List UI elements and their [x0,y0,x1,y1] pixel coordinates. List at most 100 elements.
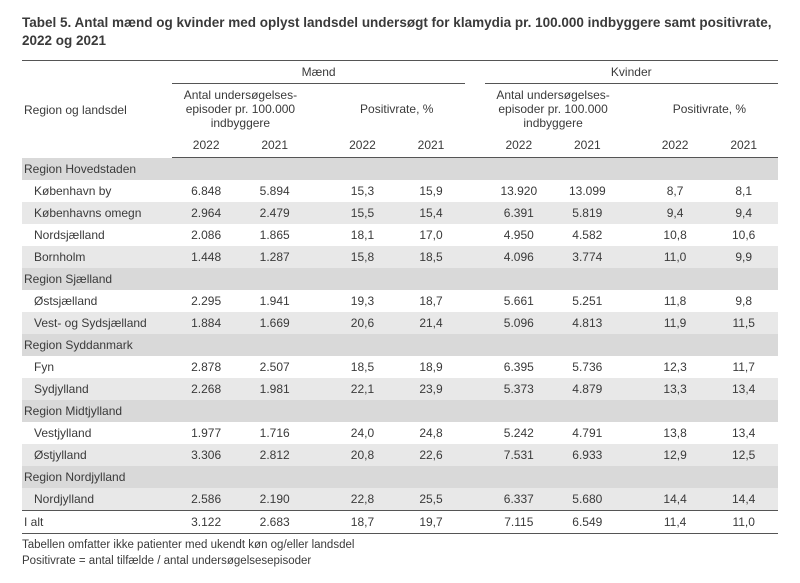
cell [465,422,484,444]
cell: 15,5 [328,202,397,224]
cell: 12,3 [641,356,710,378]
header-gender-female: Kvinder [485,61,778,84]
cell: 1.981 [240,378,309,400]
section-label: Region Syddanmark [22,334,778,356]
row-label: Nordsjælland [22,224,172,246]
cell: 11,8 [641,290,710,312]
header-male-posrate: Positivrate, % [328,84,465,135]
cell: 2.964 [172,202,241,224]
cell [309,202,328,224]
cell [622,290,641,312]
table-row: Sydjylland2.2681.98122,123,95.3734.87913… [22,378,778,400]
cell [309,246,328,268]
cell: 2.586 [172,488,241,511]
cell: 13,4 [709,422,778,444]
cell: 25,5 [397,488,466,511]
cell: 5.096 [485,312,554,334]
note-line: Positivrate = antal tilfælde / antal und… [22,554,778,570]
cell: 8,1 [709,180,778,202]
cell [622,356,641,378]
cell: 21,4 [397,312,466,334]
cell: 3.774 [553,246,622,268]
cell: 2.268 [172,378,241,400]
cell: 9,4 [641,202,710,224]
section-row: Region Syddanmark [22,334,778,356]
section-label: Region Nordjylland [22,466,778,488]
cell: 5.242 [485,422,554,444]
section-row: Region Nordjylland [22,466,778,488]
cell: 2.683 [240,511,309,534]
cell: 8,7 [641,180,710,202]
header-female-posrate: Positivrate, % [641,84,778,135]
cell [622,224,641,246]
table-row: Vest- og Sydsjælland1.8841.66920,621,45.… [22,312,778,334]
cell: 4.582 [553,224,622,246]
cell [622,378,641,400]
cell [465,444,484,466]
cell: 13,3 [641,378,710,400]
section-row: Region Hovedstaden [22,158,778,181]
cell [465,312,484,334]
cell: 6.391 [485,202,554,224]
cell [622,422,641,444]
table-row: Nordjylland2.5862.19022,825,56.3375.6801… [22,488,778,511]
cell [465,356,484,378]
cell [309,356,328,378]
row-label: København by [22,180,172,202]
cell: 22,8 [328,488,397,511]
section-row: Region Sjælland [22,268,778,290]
cell: 1.448 [172,246,241,268]
table-row: Østsjælland2.2951.94119,318,75.6615.2511… [22,290,778,312]
cell: 5.251 [553,290,622,312]
cell: 1.716 [240,422,309,444]
cell [465,511,484,534]
cell: 18,5 [328,356,397,378]
cell: 15,4 [397,202,466,224]
header-region: Region og landsdel [22,61,172,158]
cell: 7.115 [485,511,554,534]
header-year: 2021 [709,134,778,158]
cell: 4.813 [553,312,622,334]
header-female-episodes: Antal undersøgelses-episoder pr. 100.000… [485,84,622,135]
cell: 13.920 [485,180,554,202]
cell [622,246,641,268]
total-row: I alt3.1222.68318,719,77.1156.54911,411,… [22,511,778,534]
cell: 12,9 [641,444,710,466]
cell: 6.549 [553,511,622,534]
cell [309,444,328,466]
table-title: Tabel 5. Antal mænd og kvinder med oplys… [22,14,778,50]
cell: 1.669 [240,312,309,334]
cell: 5.894 [240,180,309,202]
cell [622,202,641,224]
header-year: 2021 [397,134,466,158]
cell [622,511,641,534]
cell: 18,9 [397,356,466,378]
cell: 2.507 [240,356,309,378]
row-label: Fyn [22,356,172,378]
cell [622,444,641,466]
cell [465,488,484,511]
cell [309,312,328,334]
cell [465,290,484,312]
cell: 1.865 [240,224,309,246]
cell: 14,4 [709,488,778,511]
cell [309,180,328,202]
cell: 2.295 [172,290,241,312]
table-row: København by6.8485.89415,315,913.92013.0… [22,180,778,202]
cell: 9,9 [709,246,778,268]
cell [465,180,484,202]
table-row: Bornholm1.4481.28715,818,54.0963.77411,0… [22,246,778,268]
cell: 14,4 [641,488,710,511]
table-row: Fyn2.8782.50718,518,96.3955.73612,311,7 [22,356,778,378]
cell: 12,5 [709,444,778,466]
header-gender-male: Mænd [172,61,465,84]
cell: 11,9 [641,312,710,334]
header-year: 2022 [172,134,241,158]
cell: 5.819 [553,202,622,224]
header-year: 2022 [328,134,397,158]
cell [622,180,641,202]
row-label: I alt [22,511,172,534]
cell [622,312,641,334]
note-line: Tabellen omfatter ikke patienter med uke… [22,538,778,554]
table-row: Københavns omegn2.9642.47915,515,46.3915… [22,202,778,224]
